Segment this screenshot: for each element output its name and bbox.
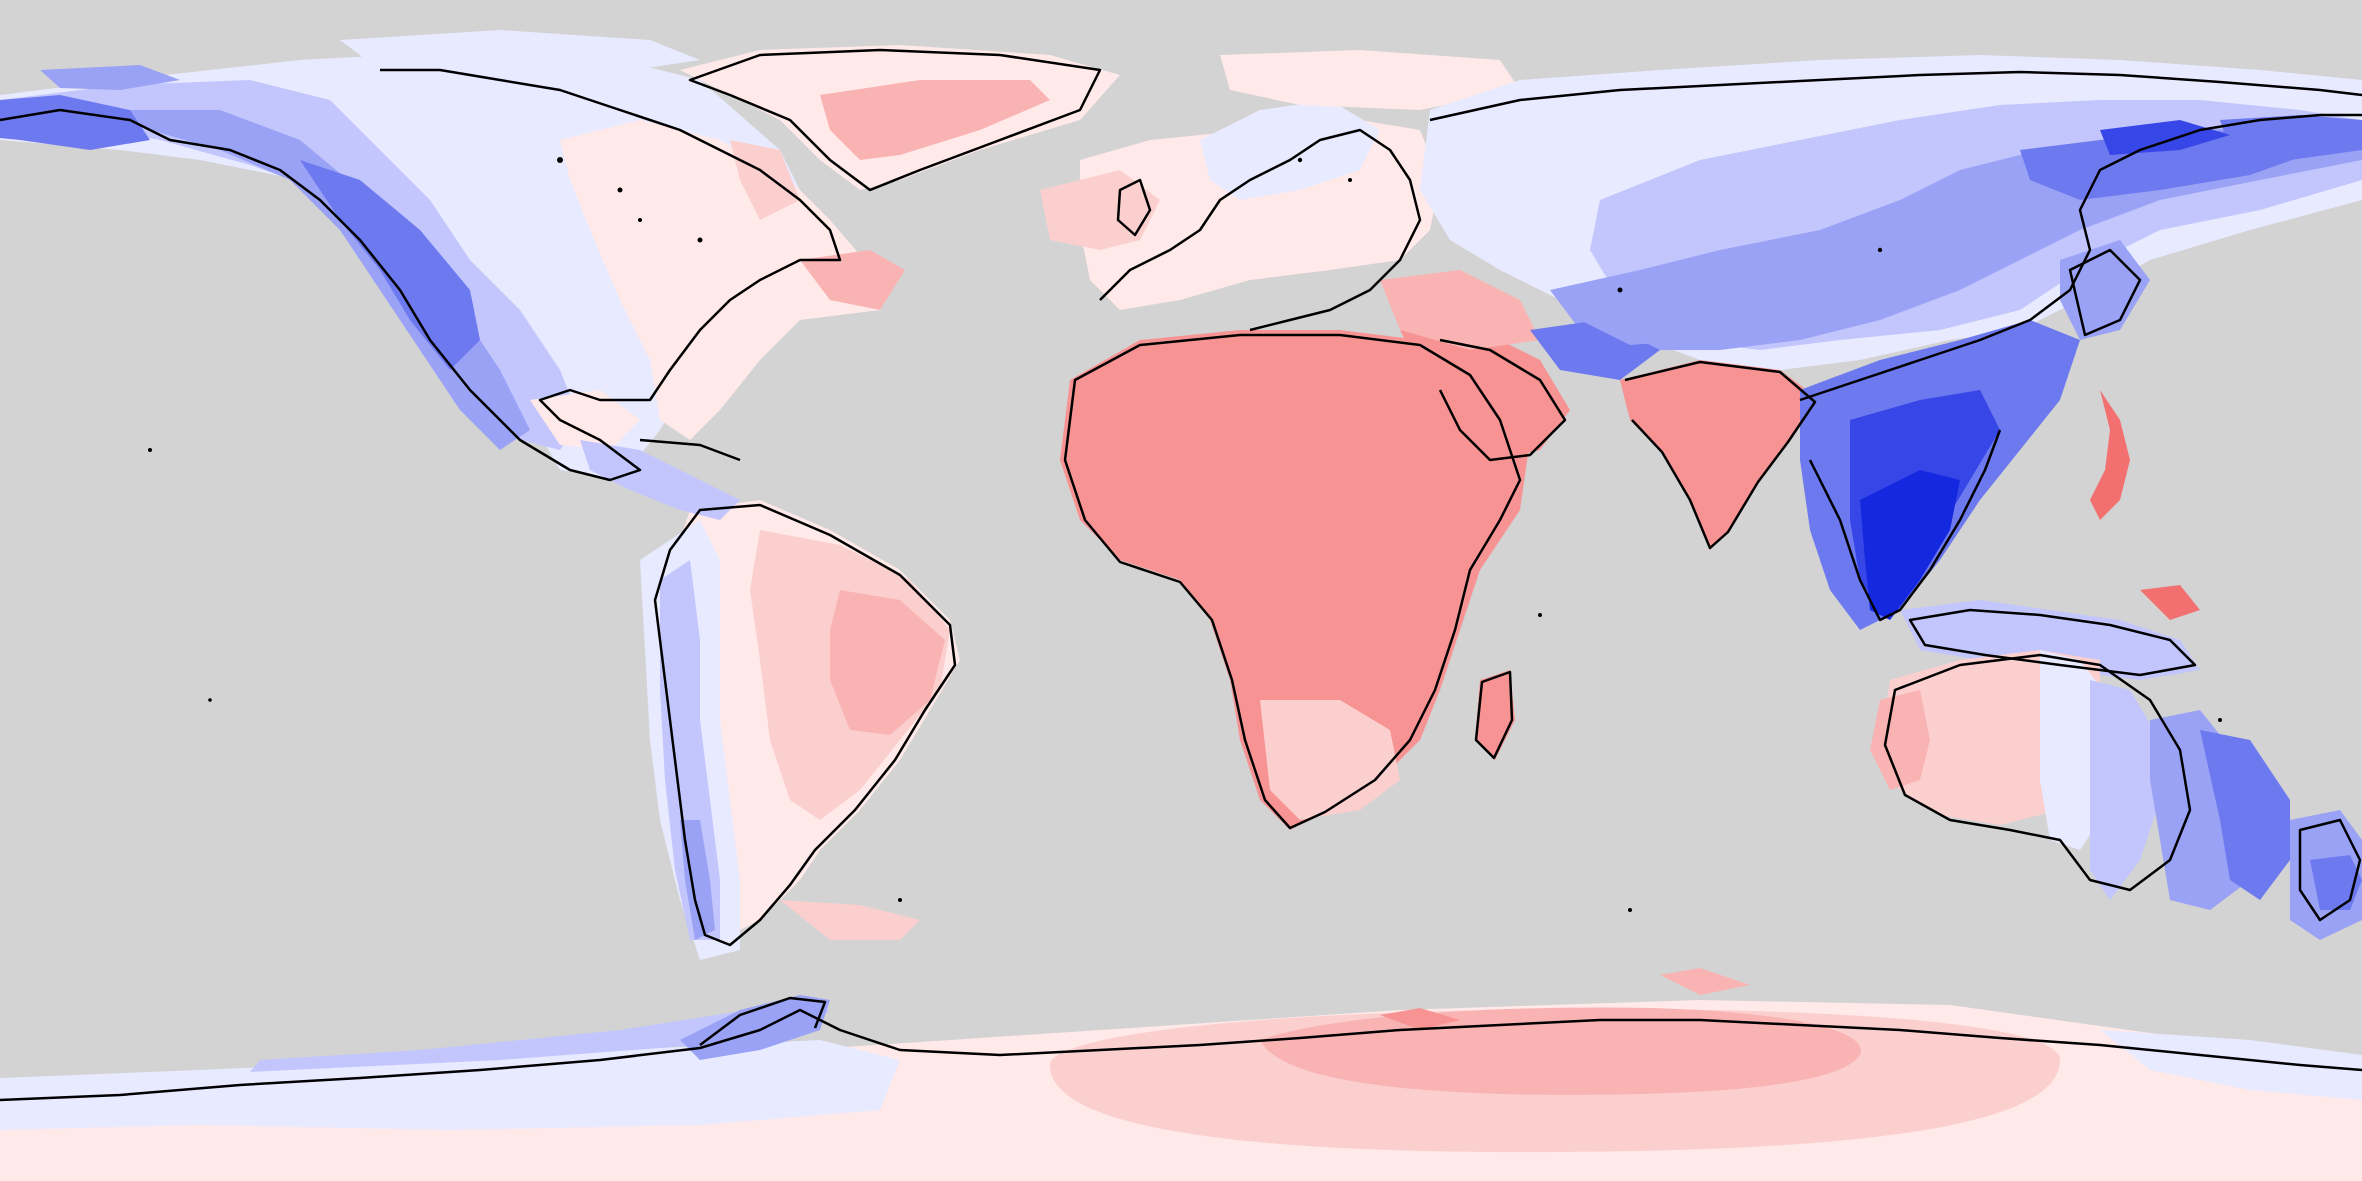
africa-europe-field [1040,50,1570,830]
arctic-islands-blue [340,30,700,75]
coastline-africa [1063,333,1522,830]
coastlines [0,48,2362,1102]
central-america-blue [580,440,740,520]
speck-8 [1297,157,1303,163]
mideast-pink [1380,270,1540,350]
na-alaska-blue [0,95,150,150]
coastline-madagascar [1474,670,1514,760]
new-guinea-pink [2140,585,2200,620]
tasman-blue-4 [2200,730,2290,900]
na-gulf-pink [530,390,640,450]
tibet-blue [1580,300,1720,345]
arabia-pink [1400,330,1570,460]
indonesia-blue [1900,600,2200,680]
na-east-pink [560,120,900,440]
coastline-antarctica [0,1008,2362,1102]
speck-13 [898,898,902,902]
antarctica-blue-west-2 [250,1008,830,1072]
southern-africa-pink [1260,700,1400,820]
nz-blue-core [2310,855,2362,910]
coastline-south-america [653,503,957,947]
coastline-uk [1116,178,1152,237]
speck-9 [1348,178,1352,182]
speck-6 [1628,908,1632,912]
speck-5 [208,698,212,702]
coastline-australia [1883,653,2192,892]
coastline-caribbean [639,438,741,462]
kerguelen-pink [1660,968,1750,995]
pacific-island-red [2090,390,2130,520]
coastline-japan [2068,248,2142,337]
india-pink [1620,360,1820,550]
africa-pink-base [1060,330,1530,830]
scandinavia-blue [1200,100,1380,200]
coastline-antarctic-peninsula [699,996,827,1046]
sa-patagonia-pink [780,900,920,940]
coastline-arabia [1438,338,1567,462]
asia-field [1420,55,2362,680]
coastline-europe [1099,128,1422,332]
kamchatka-core [2100,120,2230,155]
na-nova-scotia-pink [800,250,905,310]
speck-3 [697,237,703,243]
coastline-asia-east [1799,113,2362,402]
arctic-russia-pink [1220,50,1520,110]
kamchatka-blue [2220,115,2362,160]
speck-10 [1877,247,1883,253]
australia-pink-west [1870,690,1930,790]
greenland-pink-core [820,80,1050,160]
na-rockies-core [300,160,480,370]
coastline-greenland [688,48,1102,192]
island-specks [148,157,2222,912]
speck-4 [148,448,152,452]
bering-blue [40,65,180,90]
speck-hudson [557,157,563,163]
speck-2 [638,218,642,222]
coastline-siberia-north [1429,70,2362,122]
sa-pink-core [830,590,945,735]
speck-12 [2218,718,2222,722]
australia-east-blue-2 [2090,680,2160,900]
south-america-field [580,440,960,960]
na-labrador-pink [730,140,800,220]
coastline-southeast-asia [1808,429,2002,622]
antarctica-east-blue [2100,1030,2362,1100]
sa-andes-blue-core [680,820,715,940]
australia-field [1870,650,2362,940]
speck-7 [1538,613,1542,617]
speck-1 [617,187,623,193]
antarctica-pink-peak [1380,1008,1460,1030]
speck-11 [1617,287,1623,293]
sa-andes-blue [660,560,720,940]
coastline-indonesia [1908,608,2197,677]
north-america-field [0,30,1120,480]
coastline-india [1624,360,1817,550]
coastline-new-zealand [2298,818,2362,922]
coastline-north-america [0,68,842,482]
antarctica-blue-west [0,1040,900,1130]
sea-blue-6 [1860,470,1960,620]
